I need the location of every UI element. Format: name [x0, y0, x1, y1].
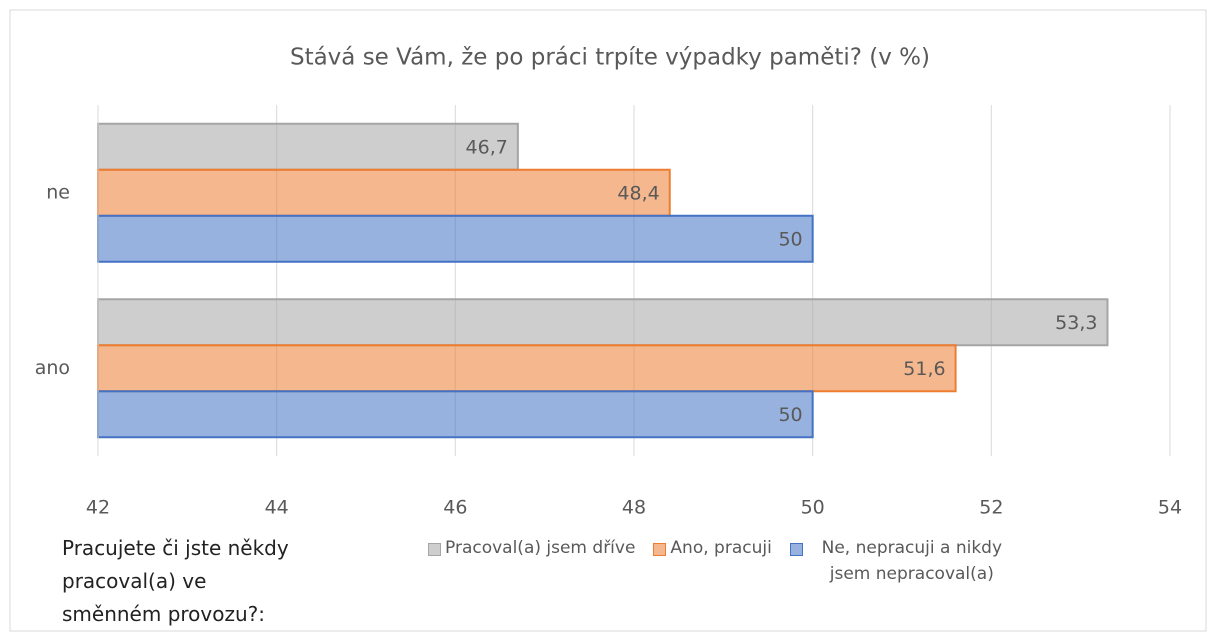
- bar: [97, 122, 519, 171]
- bar: [97, 168, 671, 217]
- value-label: 53,3: [1055, 312, 1097, 334]
- legend-label: Pracoval(a) jsem dříve: [445, 538, 636, 558]
- legend-item: Ano, pracuji: [653, 538, 772, 587]
- x-tick-label: 48: [622, 497, 646, 519]
- chart-border: [9, 9, 1207, 632]
- value-label: 51,6: [903, 358, 945, 380]
- legend-swatch: [789, 543, 803, 556]
- legend-item: Ne, nepracuji a nikdy jsem nepracoval(a): [789, 538, 1017, 587]
- legend: Pracoval(a) jsem dříve Ano, pracuji Ne, ne…: [428, 538, 1017, 587]
- value-label: 46,7: [466, 136, 508, 158]
- chart-title: Stává se Vám, že po práci trpíte výpadky…: [290, 45, 930, 71]
- y-tick-label: ano: [35, 357, 70, 379]
- x-tick-label: 46: [443, 497, 467, 519]
- x-tick-label: 50: [801, 497, 825, 519]
- legend-swatch: [653, 543, 667, 556]
- x-tick-label: 44: [265, 497, 289, 519]
- bar: [97, 390, 814, 439]
- legend-label: Ano, pracuji: [670, 538, 772, 558]
- bar: [97, 214, 814, 263]
- legend-swatch: [428, 543, 441, 556]
- legend-label: Ne, nepracuji a nikdy jsem nepracoval(a): [821, 538, 1003, 584]
- bar: [97, 298, 1109, 347]
- legend-title: Pracujete či jste někdy pracoval(a) ve s…: [62, 536, 289, 626]
- x-tick-label: 52: [979, 497, 1003, 519]
- value-label: 48,4: [617, 182, 659, 204]
- x-tick-label: 42: [86, 497, 110, 519]
- value-label: 50: [778, 404, 802, 426]
- value-label: 50: [778, 228, 802, 250]
- legend-item: Pracoval(a) jsem dříve: [428, 538, 635, 587]
- x-tick-label: 54: [1158, 497, 1182, 519]
- bar: [97, 344, 957, 393]
- y-tick-label: ne: [46, 181, 70, 203]
